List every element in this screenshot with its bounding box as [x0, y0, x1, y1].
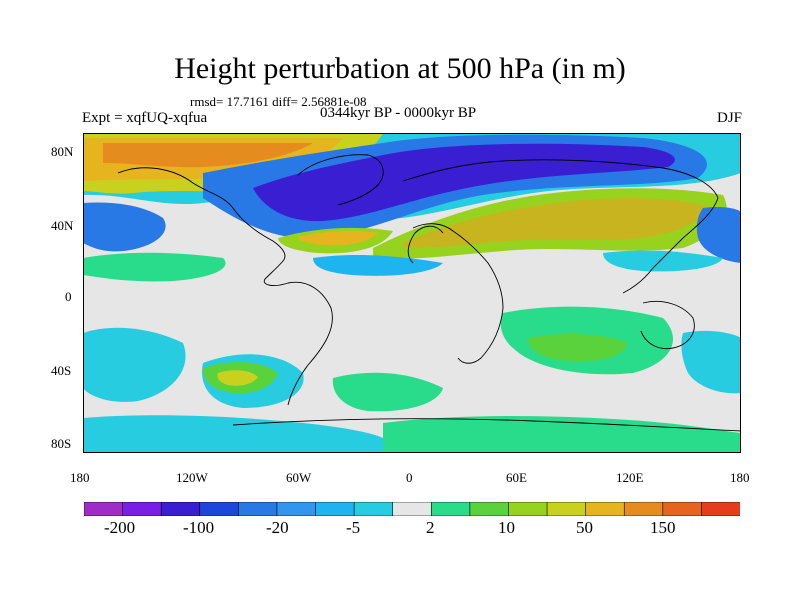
colorbar-label-minus200: -200: [104, 518, 136, 537]
height-perturbation-map: [83, 133, 741, 453]
colorbar-label-10: 10: [498, 518, 515, 537]
positive-anomaly-west-atlantic-core: [298, 230, 378, 246]
positive-anomaly-south-atlantic: [332, 372, 443, 412]
colorbar-swatch: [199, 502, 240, 516]
lon-tick-0: 0: [406, 470, 413, 485]
experiment-label: Expt = xqfUQ-xqfua: [82, 110, 208, 126]
season-label: DJF: [716, 110, 742, 126]
antarctic-anomaly-band: [383, 416, 741, 453]
lat-tick-40s: 40S: [51, 363, 72, 378]
lon-tick-120w: 120W: [176, 470, 208, 485]
colorbar-swatch: [160, 502, 201, 516]
colorbar-swatch: [84, 502, 124, 516]
negative-anomaly-north-pacific: [83, 202, 166, 252]
colorbar-swatch: [508, 502, 548, 516]
colorbar-swatch: [546, 502, 587, 516]
negative-anomaly-south-pacific: [83, 327, 186, 402]
lon-tick-180w: 180: [70, 470, 90, 485]
negative-anomaly-north-pacific-east: [696, 206, 741, 263]
colorbar-swatch: [238, 502, 278, 516]
lon-tick-60e: 60E: [506, 470, 527, 485]
colorbar-label-minus100: -100: [183, 518, 215, 537]
colorbar-label-150: 150: [650, 518, 676, 537]
lon-tick-60w: 60W: [286, 470, 312, 485]
positive-anomaly-indian-ocean-core: [528, 333, 628, 362]
negative-anomaly-north-atlantic-core: [253, 143, 675, 222]
colorbar-swatch: [701, 502, 740, 516]
colorbar-swatch: [623, 502, 664, 516]
colorbar-swatch: [662, 502, 703, 516]
colorbar-swatch: [122, 502, 162, 516]
positive-anomaly-south-pacific-core: [217, 370, 258, 386]
negative-anomaly-tropical-eastern: [603, 250, 723, 272]
stats-label: rmsd= 17.7161 diff= 2.56881e-08: [190, 94, 367, 109]
lat-tick-0: 0: [65, 289, 72, 304]
negative-anomaly-southern-ocean-east: [681, 330, 741, 394]
plot-title: Height perturbation at 500 hPa (in m): [174, 52, 626, 85]
period-label: 0344kyr BP - 0000kyr BP: [320, 105, 477, 121]
antarctic-anomaly-band-west: [83, 415, 383, 453]
colorbar-swatch: [430, 502, 471, 516]
colorbar-label-minus20: -20: [266, 518, 289, 537]
lat-tick-40n: 40N: [51, 218, 74, 233]
colorbar-swatch: [315, 502, 355, 516]
positive-anomaly-arctic-peak: [103, 143, 313, 168]
colorbar-swatch: [276, 502, 317, 516]
coastlines: [117, 154, 741, 432]
colorbar-swatch: [585, 502, 626, 516]
colorbar-label-2: 2: [426, 518, 435, 537]
lat-tick-80n: 80N: [51, 144, 74, 159]
positive-anomaly-midlat-east-core: [403, 198, 708, 248]
colorbar-label-minus5: -5: [346, 518, 361, 537]
colorbar-swatch: [392, 502, 433, 516]
colorbar-swatch: [353, 502, 394, 516]
positive-anomaly-tropical-pacific: [83, 252, 226, 282]
colorbar-swatch: [469, 502, 510, 516]
lat-tick-80s: 80S: [51, 436, 72, 451]
lon-tick-180e: 180: [730, 470, 750, 485]
colorbar: [84, 502, 740, 516]
map-frame: [83, 133, 741, 453]
colorbar-label-50: 50: [576, 518, 593, 537]
lon-tick-120e: 120E: [616, 470, 644, 485]
